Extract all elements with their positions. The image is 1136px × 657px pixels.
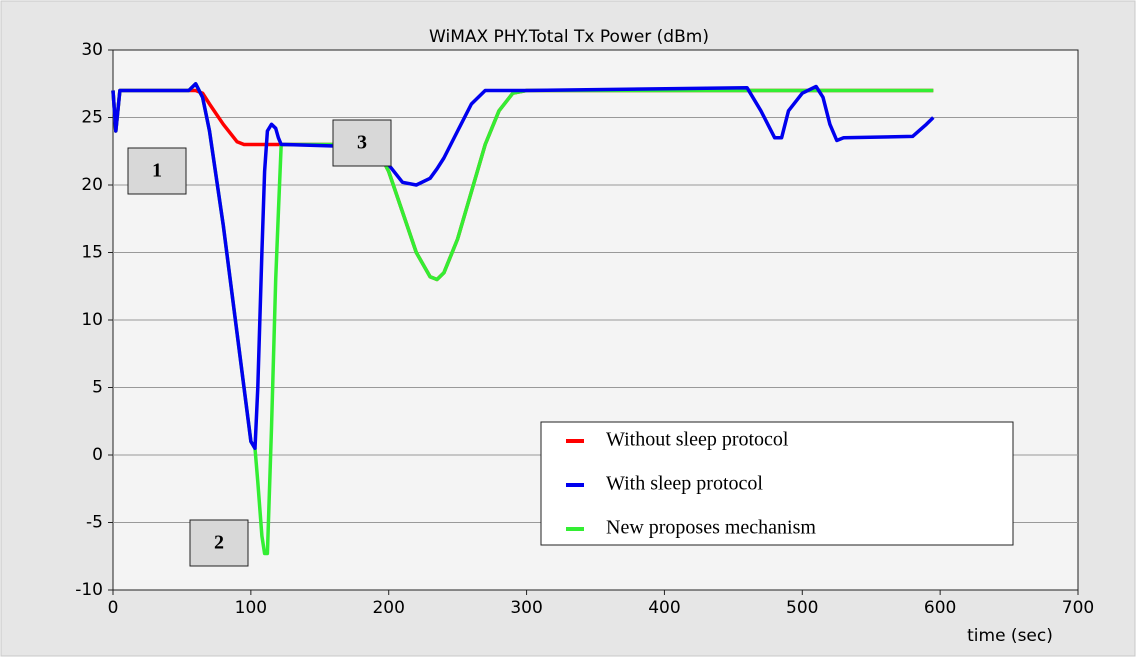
y-tick-label: 20 (81, 175, 103, 195)
x-tick-label: 500 (786, 598, 818, 618)
annotation: 1 (152, 160, 162, 182)
y-tick-label: 15 (81, 243, 103, 263)
x-tick-label: 600 (924, 598, 956, 618)
y-tick-label: -10 (75, 580, 103, 600)
legend-label: Without sleep protocol (606, 429, 789, 451)
legend-label: With sleep protocol (606, 473, 763, 495)
legend-label: New proposes mechanism (606, 517, 816, 539)
y-tick-label: 30 (81, 40, 103, 60)
chart-title: WiMAX PHY.Total Tx Power (dBm) (429, 27, 709, 47)
annotation-box (332, 119, 392, 167)
y-tick-label: 0 (92, 445, 103, 465)
y-tick-label: -5 (86, 513, 103, 533)
x-tick-label: 0 (108, 598, 119, 618)
y-tick-label: 25 (81, 108, 103, 128)
x-tick-label: 100 (235, 598, 267, 618)
y-tick-label: 5 (92, 378, 103, 398)
x-tick-label: 200 (372, 598, 404, 618)
x-tick-label: 700 (1062, 598, 1094, 618)
annotation: 2 (214, 532, 224, 554)
series-line (111, 82, 935, 451)
annotation-box (189, 519, 249, 567)
annotation-box (127, 147, 187, 195)
annotation: 3 (357, 132, 367, 154)
legend-box (540, 421, 1014, 546)
x-tick-label: 400 (648, 598, 680, 618)
y-tick-label: 10 (81, 310, 103, 330)
x-tick-label: 300 (510, 598, 542, 618)
x-axis-label: time (sec) (967, 626, 1053, 646)
